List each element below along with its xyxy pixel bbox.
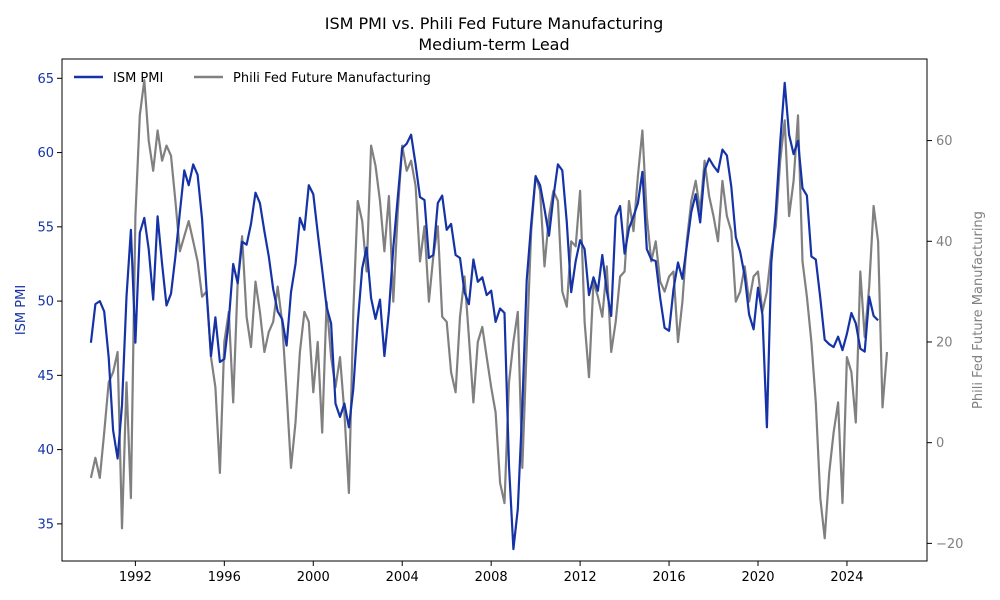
chart-subtitle: Medium-term Lead bbox=[418, 35, 569, 54]
series-line-ism-pmi bbox=[89, 81, 879, 551]
x-tick-label: 2020 bbox=[741, 570, 774, 585]
x-tick-label: 2000 bbox=[297, 570, 330, 585]
left-tick-label: 55 bbox=[37, 220, 54, 235]
left-tick-label: 65 bbox=[37, 72, 54, 87]
x-axis: 1992 1996 2000 2004 2008 2012 2016 2020 2024 bbox=[119, 561, 863, 585]
x-tick-label: 2008 bbox=[475, 570, 508, 585]
left-tick-label: 45 bbox=[37, 369, 54, 384]
chart-title: ISM PMI vs. Phili Fed Future Manufacturi… bbox=[325, 14, 664, 33]
right-tick-label: 20 bbox=[936, 335, 953, 350]
x-tick-label: 2012 bbox=[564, 570, 597, 585]
x-tick-label: 1996 bbox=[208, 570, 241, 585]
left-tick-label: 60 bbox=[37, 146, 54, 161]
right-tick-label: 40 bbox=[936, 235, 953, 250]
right-tick-label: 60 bbox=[936, 134, 953, 149]
right-axis-label: Phili Fed Future Manufacturing bbox=[971, 211, 986, 409]
legend: ISM PMI Phili Fed Future Manufacturing bbox=[74, 71, 431, 86]
x-tick-label: 1992 bbox=[119, 570, 152, 585]
x-tick-label: 2024 bbox=[830, 570, 863, 585]
series-line-phili-fed bbox=[89, 79, 889, 540]
right-tick-label: −20 bbox=[936, 537, 963, 552]
legend-label-ism-pmi: ISM PMI bbox=[113, 71, 163, 86]
right-tick-label: 0 bbox=[936, 436, 944, 451]
right-y-axis: −20 0 20 40 60 bbox=[927, 134, 963, 552]
left-y-axis: 35 40 45 50 55 60 65 bbox=[37, 72, 62, 532]
left-tick-label: 50 bbox=[37, 295, 54, 310]
series-layer bbox=[89, 79, 889, 551]
x-tick-label: 2016 bbox=[653, 570, 686, 585]
left-axis-label: ISM PMI bbox=[14, 285, 29, 335]
left-tick-label: 40 bbox=[37, 443, 54, 458]
left-tick-label: 35 bbox=[37, 517, 54, 532]
legend-label-phili-fed: Phili Fed Future Manufacturing bbox=[233, 71, 431, 86]
plot-frame bbox=[61, 58, 928, 562]
x-tick-label: 2004 bbox=[386, 570, 419, 585]
